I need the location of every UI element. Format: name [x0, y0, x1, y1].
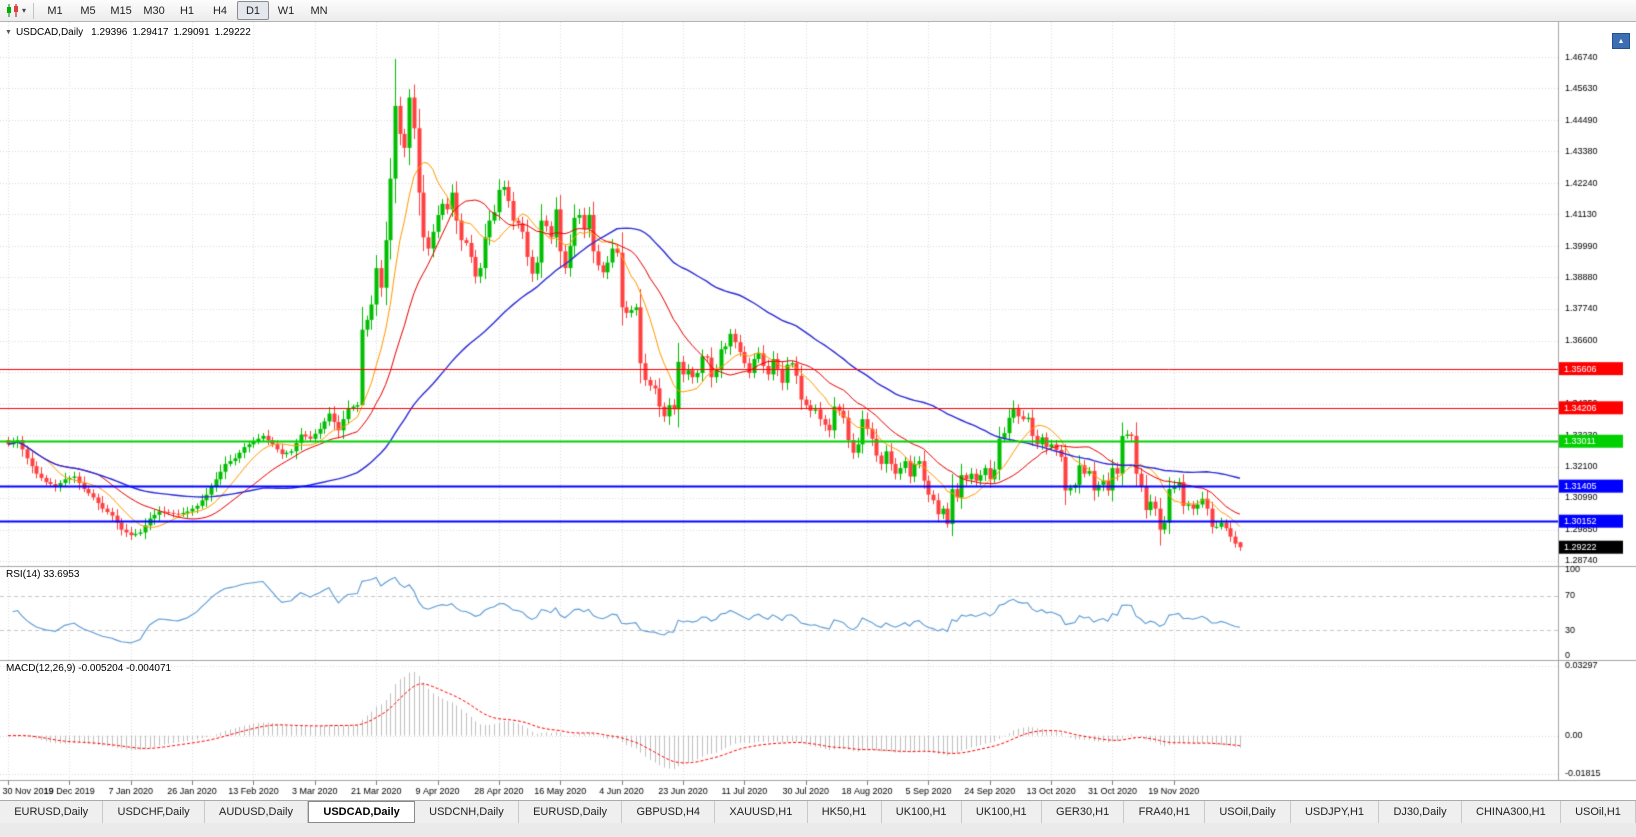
timeframe-toolbar: ▾ M1 M5 M15 M30 H1 H4 D1 W1 MN [0, 0, 1636, 22]
bottom-tab-usdchf-daily[interactable]: USDCHF,Daily [103, 801, 205, 823]
chart-tab-bar: EURUSD,Daily USDCHF,Daily AUDUSD,Daily USDC… [0, 800, 1636, 823]
timeframe-button-m5[interactable]: M5 [80, 4, 96, 17]
bottom-tab-usdcnh-daily[interactable]: USDCNH,Daily [415, 801, 519, 823]
one-click-trading-toggle-icon[interactable]: ▼ [5, 29, 12, 36]
bottom-strip [0, 823, 1636, 837]
chart-symbol-label: USDCAD,Daily [15, 27, 84, 38]
rsi-indicator-label: RSI(14) 33.6953 [6, 569, 80, 580]
bottom-tab-hk50-h1[interactable]: HK50,H1 [808, 801, 882, 823]
ohlc-close: 1.29222 [214, 27, 251, 38]
macd-indicator-label: MACD(12,26,9) -0.005204 -0.004071 [6, 663, 172, 674]
ohlc-low: 1.29091 [173, 27, 210, 38]
bottom-tab-gbpusd-h4[interactable]: GBPUSD,H4 [622, 801, 716, 823]
bottom-tab-ger30-h1[interactable]: GER30,H1 [1042, 801, 1125, 823]
timeframe-button-mn[interactable]: MN [310, 4, 328, 17]
bottom-tab-audusd-daily[interactable]: AUDUSD,Daily [205, 801, 309, 823]
bottom-tab-uk100-h1[interactable]: UK100,H1 [962, 801, 1042, 823]
ohlc-high: 1.29417 [132, 27, 169, 38]
bottom-tab-eurusd-daily[interactable]: EURUSD,Daily [519, 801, 623, 823]
bottom-tab-xauusd-h1[interactable]: XAUUSD,H1 [715, 801, 808, 823]
bottom-tab-usdcad-daily[interactable]: USDCAD,Daily [308, 801, 415, 823]
timeframe-button-d1[interactable]: D1 [237, 1, 270, 20]
bottom-tab-dj30-daily[interactable]: DJ30,Daily [1379, 801, 1462, 823]
scroll-up-icon: ▲ [1617, 37, 1625, 45]
timeframe-button-m30[interactable]: M30 [143, 4, 165, 17]
timeframe-button-h1[interactable]: H1 [179, 4, 195, 17]
chart-title: ▼ USDCAD,Daily 1.29396 1.29417 1.29091 1.2922… [5, 27, 256, 38]
bottom-tab-usdjpy-h1[interactable]: USDJPY,H1 [1291, 801, 1380, 823]
bottom-tab-uk100-h1[interactable]: UK100,H1 [882, 801, 962, 823]
bottom-tab-usoil-daily[interactable]: USOil,Daily [1205, 801, 1291, 823]
bottom-tab-usoil-h1[interactable]: USOil,H1 [1561, 801, 1636, 823]
bottom-tab-eurusd-daily[interactable]: EURUSD,Daily [0, 801, 104, 823]
bottom-tab-fra40-h1[interactable]: FRA40,H1 [1124, 801, 1206, 823]
ohlc-open: 1.29396 [91, 27, 128, 38]
chart-type-dropdown-icon[interactable]: ▾ [22, 6, 27, 15]
timeframe-button-w1[interactable]: W1 [277, 4, 295, 17]
timeframe-buttons: M1 M5 M15 M30 H1 H4 D1 W1 MN [39, 1, 335, 20]
price-chart-canvas[interactable] [0, 22, 1636, 800]
candlestick-chart-icon[interactable] [4, 2, 22, 20]
timeframe-button-m15[interactable]: M15 [110, 4, 132, 17]
bottom-tab-china300-h1[interactable]: CHINA300,H1 [1462, 801, 1561, 823]
timeframe-button-h4[interactable]: H4 [212, 4, 228, 17]
chart-scroll-button[interactable]: ▲ [1612, 33, 1630, 49]
toolbar-separator [33, 2, 35, 19]
timeframe-button-m1[interactable]: M1 [47, 4, 63, 17]
